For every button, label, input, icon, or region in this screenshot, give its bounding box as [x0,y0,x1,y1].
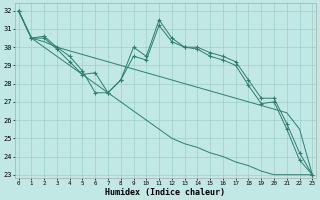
X-axis label: Humidex (Indice chaleur): Humidex (Indice chaleur) [106,188,226,197]
